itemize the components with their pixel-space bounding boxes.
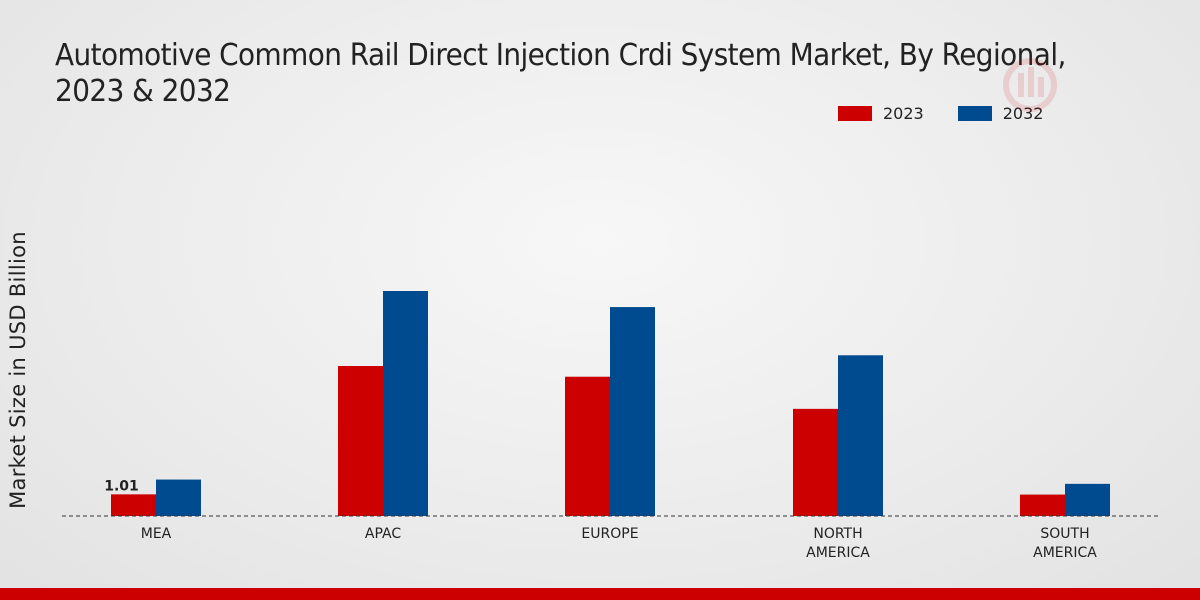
legend-swatch-2023	[838, 106, 872, 121]
legend-label-2032: 2032	[1002, 104, 1044, 123]
x-tick-label-apac: APAC	[365, 526, 401, 542]
legend-item-2023: 2023	[838, 104, 924, 123]
bottom-accent-bar	[0, 588, 1200, 600]
bar-apac-2023	[338, 366, 383, 516]
chart-title: Automotive Common Rail Direct Injection …	[55, 38, 1066, 109]
bar-mea-2032	[156, 479, 201, 516]
bar-north-america-2023	[793, 408, 838, 516]
bar-apac-2032	[383, 291, 428, 516]
bar-europe-2023	[565, 376, 610, 516]
legend: 2023 2032	[838, 104, 1077, 123]
x-tick-label-europe: EUROPE	[581, 526, 638, 542]
bar-south-america-2023	[1020, 494, 1065, 516]
x-tick-label-mea: MEA	[141, 526, 172, 542]
x-tick-label-north-america: NORTH AMERICA	[806, 526, 870, 561]
bar-north-america-2032	[838, 355, 883, 516]
data-label-mea: 1.01	[104, 478, 139, 494]
legend-label-2023: 2023	[883, 104, 924, 123]
bar-mea-2023	[111, 494, 156, 516]
bar-europe-2032	[610, 307, 655, 516]
bar-south-america-2032	[1065, 483, 1110, 516]
legend-item-2032: 2032	[957, 104, 1044, 123]
watermark-logo-icon	[1003, 58, 1057, 112]
legend-swatch-2032	[957, 106, 992, 121]
x-tick-label-south-america: SOUTH AMERICA	[1033, 526, 1097, 561]
